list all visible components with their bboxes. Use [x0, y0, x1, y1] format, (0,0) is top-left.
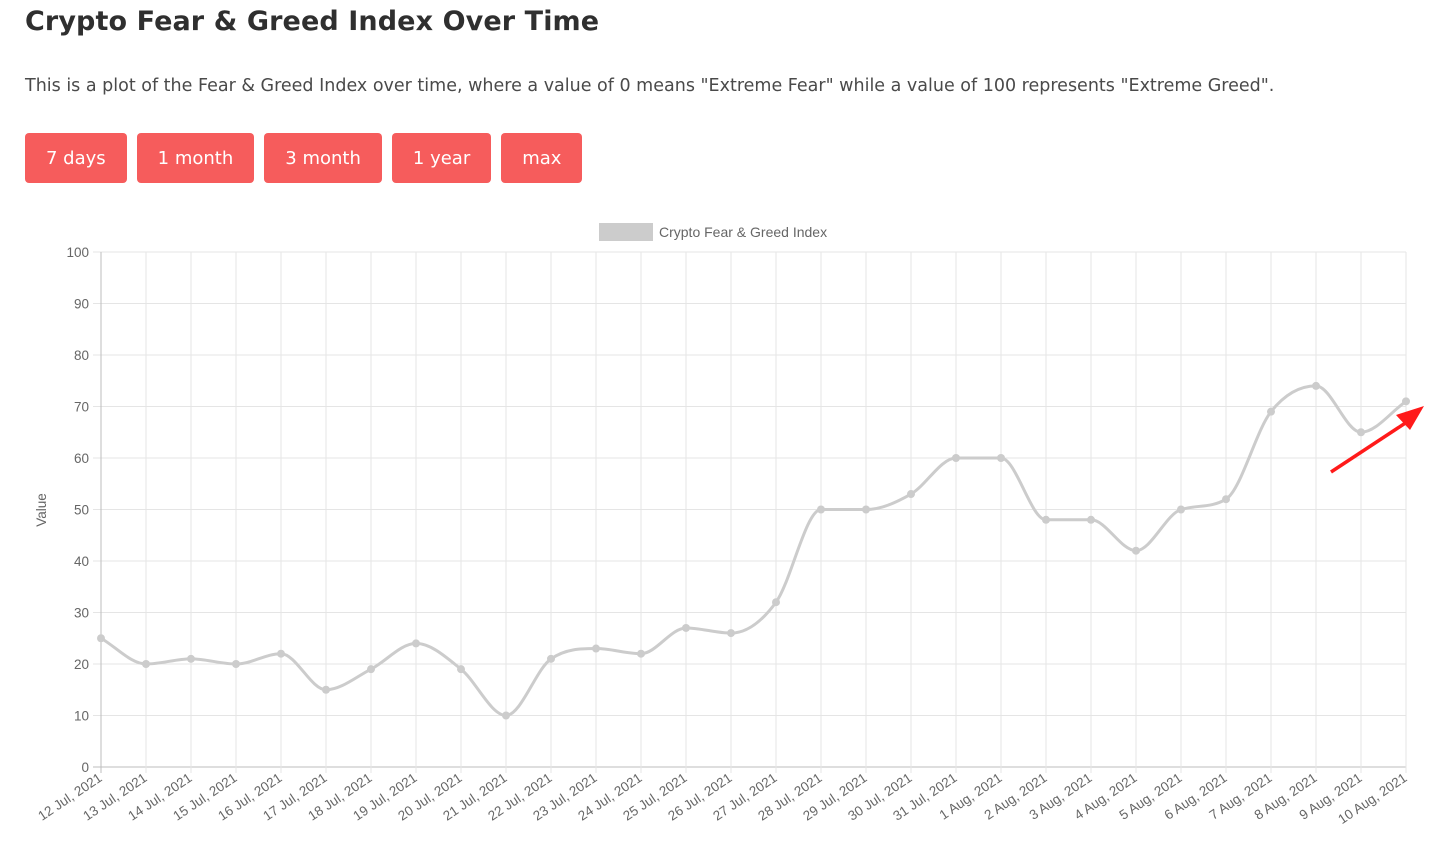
page-description: This is a plot of the Fear & Greed Index… [25, 76, 1275, 96]
data-point [187, 654, 195, 663]
data-point [367, 665, 375, 674]
data-point [457, 665, 465, 674]
y-axis-ticks: 0 10 20 30 40 50 60 70 80 90 100 [66, 245, 89, 775]
data-point [1222, 495, 1230, 504]
series-points [97, 381, 1410, 720]
data-point [1312, 381, 1320, 390]
data-point [232, 660, 240, 668]
range-3-month-button[interactable]: 3 month [264, 133, 382, 183]
data-point [142, 660, 150, 668]
y-tick-label: 40 [74, 554, 89, 569]
red-arrow-annotation [1330, 406, 1424, 474]
data-point [412, 639, 420, 648]
y-tick-label: 60 [74, 451, 89, 466]
data-point [1357, 428, 1365, 437]
data-point [952, 454, 960, 462]
data-point [502, 711, 510, 720]
range-1-year-button[interactable]: 1 year [391, 133, 492, 183]
data-point [322, 685, 330, 694]
data-point [1042, 515, 1050, 524]
range-button-group: 7 days 1 month 3 month 1 year max [25, 133, 583, 183]
data-point [637, 649, 645, 658]
y-tick-label: 30 [74, 606, 89, 621]
y-tick-label: 100 [66, 245, 89, 260]
y-tick-label: 0 [81, 760, 89, 775]
arrow-shaft [1330, 418, 1411, 474]
data-point [1177, 505, 1185, 514]
data-point [1267, 407, 1275, 416]
chart-legend[interactable]: Crypto Fear & Greed Index [599, 223, 827, 241]
y-tick-label: 80 [74, 348, 89, 363]
data-point [727, 629, 735, 638]
data-point [277, 649, 285, 658]
y-tick-label: 50 [74, 503, 89, 518]
range-1-month-button[interactable]: 1 month [136, 133, 255, 183]
legend-swatch [599, 223, 653, 241]
data-point [1402, 397, 1410, 406]
data-point [547, 654, 555, 663]
y-axis-title: Value [34, 493, 49, 527]
data-point [97, 634, 105, 643]
data-point [1132, 546, 1140, 555]
data-point [592, 644, 600, 653]
chart-grid [93, 251, 1407, 773]
range-max-button[interactable]: max [501, 133, 583, 183]
data-point [1087, 515, 1095, 524]
data-point [682, 623, 690, 632]
arrow-head [1396, 406, 1424, 430]
page-title: Crypto Fear & Greed Index Over Time [25, 6, 600, 37]
y-tick-label: 70 [74, 400, 89, 415]
y-tick-label: 10 [74, 709, 89, 724]
data-point [862, 505, 870, 514]
y-tick-label: 90 [74, 297, 89, 312]
data-point [997, 454, 1005, 462]
legend-label: Crypto Fear & Greed Index [659, 224, 827, 240]
data-point [817, 505, 825, 514]
data-point [772, 598, 780, 607]
range-7-days-button[interactable]: 7 days [25, 133, 127, 183]
y-tick-label: 20 [74, 657, 89, 672]
data-point [907, 490, 915, 499]
series-line [100, 384, 1407, 718]
